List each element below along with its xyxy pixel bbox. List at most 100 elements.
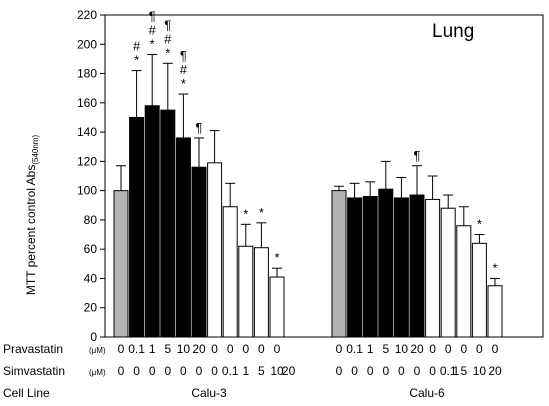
simvastatin-dose-label: 0.1 [440, 364, 457, 378]
pravastatin-dose-label: 0 [274, 342, 281, 356]
significance-mark: * [181, 76, 186, 91]
row-label-pravastatin-unit: (μM) [89, 346, 106, 355]
significance-mark: # [180, 62, 188, 77]
bar [175, 137, 191, 338]
bar [144, 105, 160, 338]
cell-line-label: Calu-6 [409, 386, 445, 400]
simvastatin-dose-label: 0 [382, 364, 389, 378]
significance-mark: * [274, 250, 279, 265]
chart-title: Lung [432, 21, 474, 42]
simvastatin-dose-label: 0 [180, 364, 187, 378]
bar [160, 109, 176, 338]
bar [362, 195, 378, 338]
bar [456, 225, 472, 338]
bar [269, 276, 285, 338]
pravastatin-dose-label: 1 [367, 342, 374, 356]
bar [409, 194, 425, 338]
significance-mark: ¶ [414, 148, 421, 163]
significance-mark: * [134, 53, 139, 68]
y-tick-label: 120 [77, 154, 97, 168]
cell-line-label: Calu-3 [191, 386, 227, 400]
y-tick-label: 60 [84, 242, 98, 256]
significance-mark: * [150, 37, 155, 52]
pravastatin-dose-label: 0 [429, 342, 436, 356]
simvastatin-dose-label: 0 [351, 364, 358, 378]
significance-mark: * [165, 45, 170, 60]
bar [129, 116, 145, 338]
bar [487, 285, 503, 338]
pravastatin-dose-label: 0 [211, 342, 218, 356]
pravastatin-dose-label: 0.1 [346, 342, 363, 356]
axes: 0 20 40 60 80 100 120 140 160 180 200 220 [77, 8, 544, 344]
y-tick-label: 140 [77, 125, 97, 139]
simvastatin-dose-label: 0 [414, 364, 421, 378]
y-tick-label: 160 [77, 96, 97, 110]
bar [440, 207, 456, 338]
significance-mark: ¶ [180, 48, 187, 63]
plot-frame [104, 14, 544, 338]
simvastatin-dose-label: 0 [149, 364, 156, 378]
simvastatin-dose-label-extra: 1 [453, 364, 460, 378]
significance-mark: * [477, 217, 482, 232]
pravastatin-dose-label: 0 [476, 342, 483, 356]
simvastatin-dose-label: 20 [488, 364, 502, 378]
bar [393, 197, 409, 338]
row-label-pravastatin: Pravastatin [3, 342, 63, 356]
bar [331, 190, 347, 338]
bar [238, 245, 254, 338]
y-tick-label: 100 [77, 184, 97, 198]
simvastatin-dose-label: 10 [473, 364, 487, 378]
pravastatin-dose-label: 20 [192, 342, 206, 356]
simvastatin-dose-label-extra: 20 [282, 364, 296, 378]
y-tick-label: 80 [84, 213, 98, 227]
simvastatin-dose-label: 0 [429, 364, 436, 378]
bar [378, 188, 394, 338]
pravastatin-dose-label: 0 [492, 342, 499, 356]
significance-mark: # [164, 31, 172, 46]
bar [347, 197, 363, 338]
simvastatin-dose-label: 0 [336, 364, 343, 378]
significance-mark: ¶ [149, 9, 156, 24]
pravastatin-dose-label: 0 [445, 342, 452, 356]
simvastatin-dose-label: 0 [164, 364, 171, 378]
bar [471, 242, 487, 338]
bar [113, 190, 129, 338]
y-tick-label: 180 [77, 67, 97, 81]
y-tick-label: 0 [90, 330, 97, 344]
tick-labels: 000.1010501002000000.1010501020Calu-3000… [118, 342, 502, 400]
y-tick-label: 200 [77, 37, 97, 51]
y-tick-label: 220 [77, 8, 97, 22]
y-axis-label: MTT percent control Abs(540nm) [24, 135, 40, 296]
pravastatin-dose-label: 10 [395, 342, 409, 356]
bar [222, 206, 238, 338]
simvastatin-dose-label: 0.1 [222, 364, 239, 378]
pravastatin-dose-label: 20 [410, 342, 424, 356]
simvastatin-dose-label: 0 [211, 364, 218, 378]
pravastatin-dose-label: 0 [227, 342, 234, 356]
pravastatin-dose-label: 10 [177, 342, 191, 356]
bar [191, 166, 207, 338]
pravastatin-dose-label: 0 [118, 342, 125, 356]
simvastatin-dose-label: 10 [270, 364, 284, 378]
row-label-cell-line: Cell Line [3, 386, 50, 400]
bar [253, 247, 269, 338]
pravastatin-dose-label: 0 [258, 342, 265, 356]
y-tick-label: 20 [84, 301, 98, 315]
simvastatin-dose-label: 0 [398, 364, 405, 378]
simvastatin-dose-label: 0 [118, 364, 125, 378]
significance-mark: # [133, 39, 141, 54]
simvastatin-dose-label: 5 [460, 364, 467, 378]
bars: #*¶#*¶#* ¶#*¶* **¶** [113, 9, 503, 338]
y-axis-label-sub: (540nm) [31, 135, 40, 165]
row-label-simvastatin-unit: (μM) [89, 368, 106, 377]
significance-mark: * [259, 205, 264, 220]
pravastatin-dose-label: 5 [164, 342, 171, 356]
pravastatin-dose-label: 0 [460, 342, 467, 356]
simvastatin-dose-label: 0 [133, 364, 140, 378]
significance-mark: # [149, 23, 157, 38]
significance-mark: * [243, 206, 248, 221]
y-tick-label: 40 [84, 271, 98, 285]
significance-mark: ¶ [196, 120, 203, 135]
simvastatin-dose-label: 5 [258, 364, 265, 378]
